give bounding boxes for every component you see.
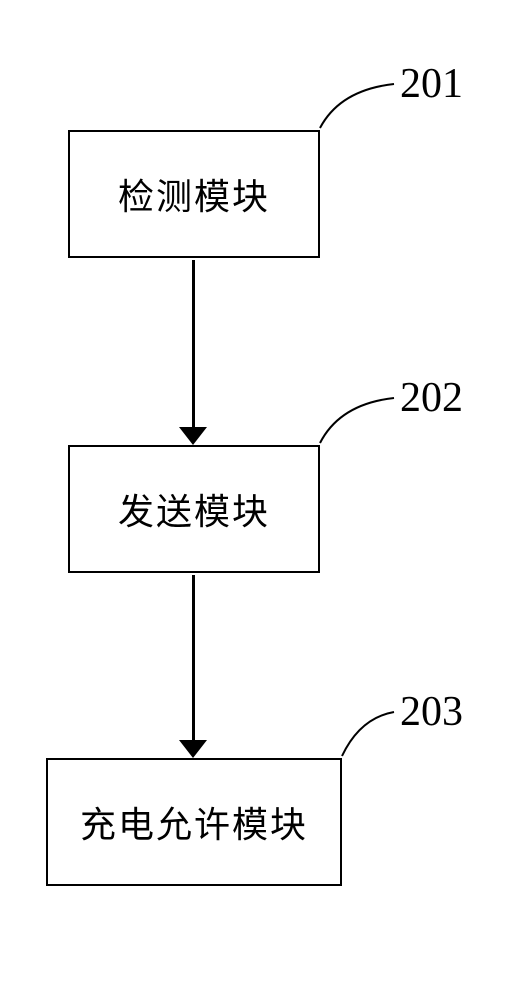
leader-line-203 xyxy=(0,0,518,1000)
ref-number-203: 203 xyxy=(400,688,463,736)
